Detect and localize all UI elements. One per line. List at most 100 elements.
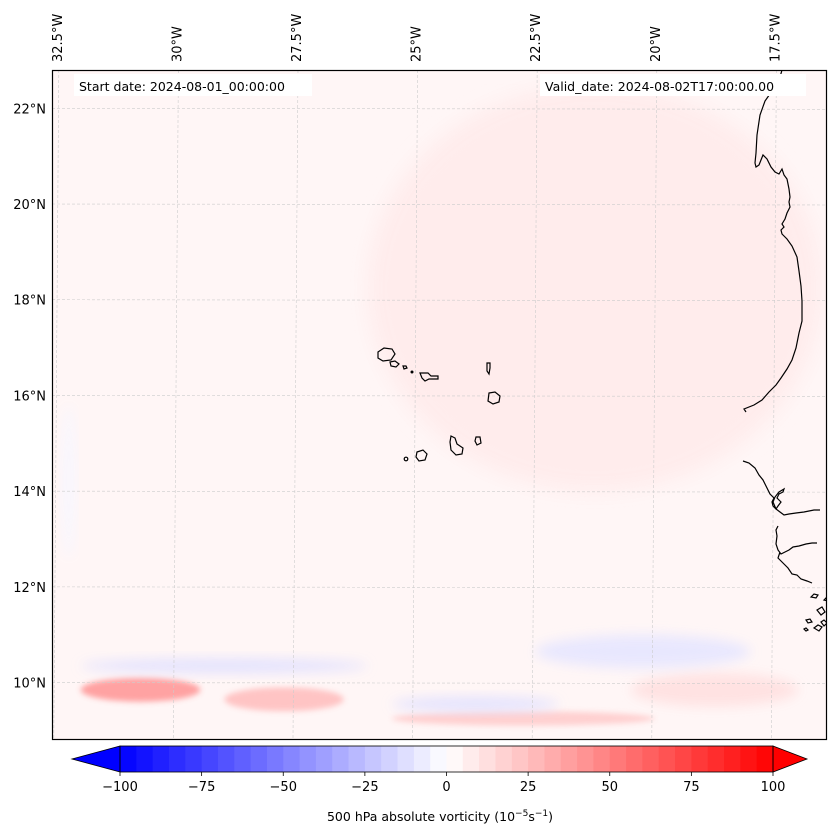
valid-date-label: Valid_date: 2024-08-02T17:00:00.00 bbox=[545, 79, 774, 94]
parallel-line bbox=[52, 490, 827, 493]
latitude-label: 22°N bbox=[13, 102, 46, 117]
vorticity-field bbox=[56, 84, 823, 731]
colorbar-cell bbox=[446, 746, 464, 772]
islet bbox=[410, 370, 414, 374]
colorbar-cell bbox=[120, 746, 137, 772]
parallel-line bbox=[52, 586, 827, 589]
longitude-label: 32.5°W bbox=[51, 14, 66, 62]
colorbar-cell bbox=[185, 746, 203, 772]
colorbar-cell bbox=[724, 746, 741, 772]
start-date-label: Start date: 2024-08-01_00:00:00 bbox=[79, 79, 285, 94]
meridian-line bbox=[53, 70, 60, 740]
island-santo-antao bbox=[377, 347, 396, 362]
colorbar-tick-label: 100 bbox=[761, 780, 786, 795]
parallel-line bbox=[52, 682, 827, 684]
parallel-line bbox=[52, 107, 827, 110]
island-santiago bbox=[449, 435, 464, 456]
colorbar-cell bbox=[707, 746, 725, 772]
colorbar-cell bbox=[152, 746, 170, 772]
colorbar-cell bbox=[642, 746, 660, 772]
colorbar-tick-label: 25 bbox=[520, 780, 537, 795]
latitude-label: 20°N bbox=[13, 198, 46, 213]
bijagos-islands bbox=[802, 593, 827, 632]
meridian-line bbox=[651, 70, 658, 740]
colorbar-cell bbox=[756, 746, 774, 772]
parallel-line bbox=[52, 299, 827, 302]
colorbar-cell bbox=[560, 746, 578, 772]
longitude-label: 17.5°W bbox=[768, 14, 783, 62]
colorbar-tick-label: −75 bbox=[188, 780, 215, 795]
colorbar-cell bbox=[413, 746, 431, 772]
colorbar-cell bbox=[626, 746, 644, 772]
colorbar-cell bbox=[691, 746, 709, 772]
island-boa-vista bbox=[487, 391, 501, 405]
colorbar-cell bbox=[299, 746, 317, 772]
colorbar-label-main: 500 hPa absolute vorticity (10 bbox=[327, 809, 515, 824]
colorbar-cell bbox=[479, 746, 497, 772]
colorbar-label: 500 hPa absolute vorticity (10−5s−1) bbox=[327, 809, 553, 824]
colorbar-cell bbox=[511, 746, 529, 772]
latitude-label: 18°N bbox=[13, 294, 46, 309]
meridian-line bbox=[173, 70, 179, 740]
start-date-box bbox=[74, 74, 312, 96]
colorbar-cell bbox=[201, 746, 219, 772]
colorbar-label-mid: s bbox=[528, 809, 535, 824]
field-region bbox=[391, 696, 560, 712]
field-region bbox=[367, 84, 823, 492]
island-brava bbox=[403, 456, 409, 462]
african-coastline-north bbox=[743, 70, 803, 413]
island-sao-vicente bbox=[389, 360, 400, 368]
latitude-label: 14°N bbox=[13, 485, 46, 500]
meridian-line bbox=[412, 70, 418, 740]
colorbar-cell bbox=[315, 746, 333, 772]
colorbar-cell bbox=[462, 746, 480, 772]
colorbar-tick-label: 50 bbox=[601, 780, 618, 795]
field-region bbox=[224, 687, 344, 712]
colorbar-cell bbox=[397, 746, 415, 772]
colorbar-cell bbox=[740, 746, 758, 772]
colorbar-cell bbox=[332, 746, 350, 772]
island-maio bbox=[474, 436, 482, 446]
colorbar-tick-label: 75 bbox=[683, 780, 700, 795]
latitude-labels: 22°N 20°N 18°N 16°N 14°N 12°N 10°N bbox=[13, 102, 46, 691]
latitude-label: 10°N bbox=[13, 677, 46, 692]
meridian-line bbox=[292, 70, 299, 740]
field-region bbox=[80, 658, 368, 673]
island-sal bbox=[486, 362, 491, 376]
colorbar-cell bbox=[250, 746, 268, 772]
colorbar-ticks: −100 −75 −50 −25 0 25 50 75 100 bbox=[102, 772, 785, 795]
colorbar: −100 −75 −50 −25 0 25 50 75 100 500 hPa absolute… bbox=[70, 745, 809, 824]
colorbar-cell bbox=[675, 746, 692, 772]
colorbar-cells bbox=[120, 746, 774, 772]
colorbar-cell bbox=[234, 746, 252, 772]
colorbar-cell bbox=[609, 746, 627, 772]
latitude-label: 12°N bbox=[13, 581, 46, 596]
colorbar-cell bbox=[266, 746, 284, 772]
colorbar-label-exp2: −1 bbox=[535, 809, 548, 819]
longitude-label: 27.5°W bbox=[290, 14, 305, 62]
field-region bbox=[80, 677, 201, 702]
colorbar-cell bbox=[136, 746, 154, 772]
latitude-label: 16°N bbox=[13, 389, 46, 404]
colorbar-cell bbox=[495, 746, 513, 772]
map-panel: Start date: 2024-08-01_00:00:00 Valid_da… bbox=[52, 70, 827, 740]
field-region bbox=[535, 634, 751, 669]
colorbar-tick-label: −100 bbox=[102, 780, 138, 795]
parallel-line bbox=[52, 203, 827, 206]
colorbar-cell bbox=[381, 746, 399, 772]
graticule bbox=[52, 70, 827, 740]
colorbar-cell bbox=[577, 746, 595, 772]
colorbar-cell bbox=[283, 746, 301, 772]
colorbar-tick-label: 0 bbox=[442, 780, 450, 795]
field-region bbox=[630, 673, 799, 707]
colorbar-extend-under bbox=[70, 745, 121, 773]
meridian-line bbox=[531, 70, 538, 740]
valid-date-box bbox=[540, 74, 806, 96]
meridian-line bbox=[771, 70, 777, 740]
colorbar-cell bbox=[348, 746, 366, 772]
parallel-line bbox=[52, 395, 827, 397]
colorbar-tick-label: −25 bbox=[351, 780, 378, 795]
colorbar-label-exp1: −5 bbox=[515, 809, 528, 819]
african-coastline-south bbox=[742, 460, 820, 584]
